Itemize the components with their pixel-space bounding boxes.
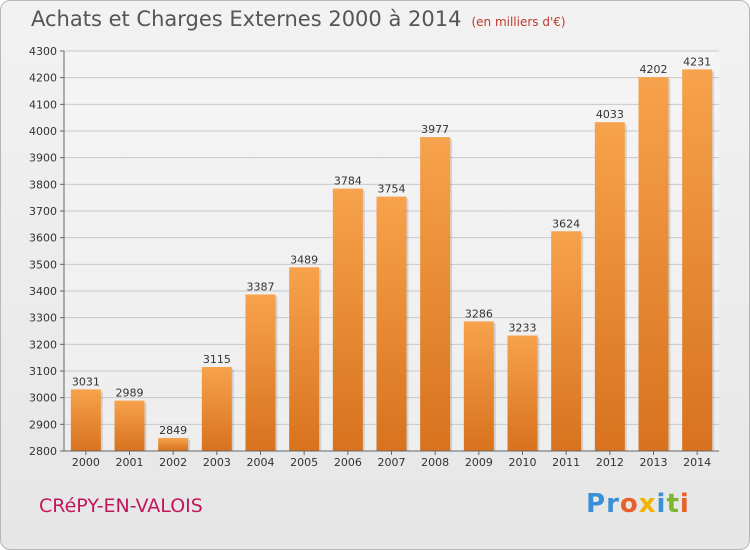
x-tick-label: 2003 (203, 456, 231, 469)
bar-value-label: 3624 (552, 217, 580, 230)
y-tick-label: 3800 (29, 178, 57, 191)
logo-letter: P (586, 489, 607, 519)
x-tick-label: 2006 (334, 456, 362, 469)
y-tick-label: 3100 (29, 365, 57, 378)
logo-letter: i (656, 489, 667, 519)
y-tick-label: 3500 (29, 258, 57, 271)
x-tick-label: 2008 (421, 456, 449, 469)
bar-value-label: 4033 (596, 108, 624, 121)
y-tick-label: 3400 (29, 285, 57, 298)
bar (158, 437, 189, 451)
y-tick-label: 2900 (29, 418, 57, 431)
bar (463, 321, 494, 451)
bar-value-label: 3754 (378, 183, 406, 196)
x-tick-label: 2002 (159, 456, 187, 469)
bar-value-label: 3784 (334, 175, 362, 188)
bar (70, 389, 101, 451)
x-tick-label: 2011 (552, 456, 580, 469)
bar (420, 137, 451, 451)
proxiti-logo: Proxiti (586, 489, 690, 519)
bar-value-label: 4202 (640, 63, 668, 76)
chart-title: Achats et Charges Externes 2000 à 2014 (e… (31, 7, 566, 31)
bar (332, 188, 363, 451)
y-tick-label: 4200 (29, 72, 57, 85)
bar (201, 367, 232, 451)
x-tick-label: 2000 (72, 456, 100, 469)
bar (638, 77, 669, 451)
y-tick-label: 4000 (29, 125, 57, 138)
bar-value-label: 3489 (290, 253, 318, 266)
logo-letter: t (666, 489, 680, 519)
bar (594, 122, 625, 451)
y-tick-label: 3200 (29, 338, 57, 351)
bar (682, 69, 713, 452)
x-tick-label: 2010 (509, 456, 537, 469)
y-tick-label: 3900 (29, 152, 57, 165)
y-tick-label: 3000 (29, 392, 57, 405)
logo-letter: i (679, 489, 690, 519)
x-axis: 2000 2001 2002 2003 2004 2005 2006 2007 2008 2009… (64, 450, 719, 469)
bar (507, 335, 538, 451)
logo-letter: r (606, 489, 620, 519)
x-tick-label: 2009 (465, 456, 493, 469)
bar-value-label: 3115 (203, 353, 231, 366)
bar (289, 267, 320, 451)
y-tick-label: 4300 (29, 45, 57, 58)
x-tick-label: 2013 (640, 456, 668, 469)
y-axis: 2800 2900 3000 3100 3200 3300 3400 3500 3600 3700… (29, 45, 65, 458)
bar-value-label: 3387 (247, 280, 275, 293)
logo-letter: x (638, 489, 657, 519)
bar-value-label: 2989 (116, 387, 144, 400)
y-tick-label: 4100 (29, 98, 57, 111)
x-tick-label: 2012 (596, 456, 624, 469)
bar-value-label: 3977 (421, 123, 449, 136)
chart-title-text: Achats et Charges Externes 2000 à 2014 (31, 7, 462, 31)
bar-value-label: 3233 (509, 322, 537, 335)
x-tick-label: 2001 (116, 456, 144, 469)
bar (551, 231, 582, 451)
x-tick-label: 2004 (247, 456, 275, 469)
logo-letter: o (619, 489, 639, 519)
chart-subtitle: (en milliers d'€) (471, 15, 566, 29)
x-tick-label: 2014 (683, 456, 711, 469)
bar-value-label: 4231 (683, 55, 711, 68)
place-name: CRéPY-EN-VALOIS (39, 495, 203, 517)
bar (114, 400, 145, 451)
x-tick-label: 2007 (378, 456, 406, 469)
bars: 3031 2989 2849 3115 3387 3489 3784 3754 3977 3286… (70, 55, 715, 452)
x-tick-label: 2005 (290, 456, 318, 469)
y-tick-label: 3700 (29, 205, 57, 218)
y-tick-label: 3600 (29, 232, 57, 245)
bar (245, 294, 276, 451)
bar-value-label: 3031 (72, 375, 100, 388)
y-tick-label: 2800 (29, 445, 57, 458)
bar (376, 196, 407, 451)
bar-value-label: 3286 (465, 307, 493, 320)
bar-value-label: 2849 (159, 424, 187, 437)
y-tick-label: 3300 (29, 312, 57, 325)
